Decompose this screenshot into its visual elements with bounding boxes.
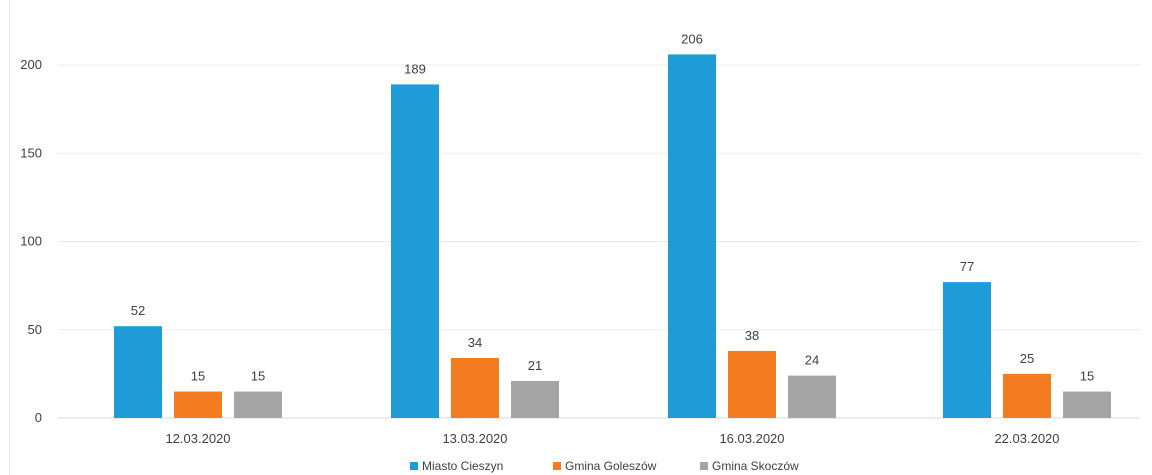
data-label: 25 xyxy=(1020,351,1034,366)
bar-miasto-cieszyn-0 xyxy=(114,326,162,418)
x-tick-label: 16.03.2020 xyxy=(719,431,784,446)
bars xyxy=(114,54,1111,418)
bar-miasto-cieszyn-1 xyxy=(391,84,439,418)
legend-label: Miasto Cieszyn xyxy=(422,459,503,473)
y-tick-label: 100 xyxy=(20,234,42,249)
legend: Miasto Cieszyn Gmina Goleszów Gmina Skoczó… xyxy=(410,459,799,473)
x-axis: 12.03.2020 13.03.2020 16.03.2020 22.03.2020 xyxy=(165,431,1059,446)
x-tick-label: 13.03.2020 xyxy=(442,431,507,446)
bar-gmina-skocz-w-0 xyxy=(234,391,282,418)
data-labels: 52 189 206 77 15 34 38 25 15 21 24 15 xyxy=(131,31,1094,383)
bar-gmina-skocz-w-3 xyxy=(1063,391,1111,418)
data-label: 52 xyxy=(131,303,145,318)
bar-gmina-golesz-w-2 xyxy=(728,350,776,418)
data-label: 77 xyxy=(960,259,974,274)
y-tick-label: 50 xyxy=(28,322,42,337)
bar-gmina-golesz-w-1 xyxy=(451,357,499,418)
bar-gmina-golesz-w-0 xyxy=(174,391,222,418)
data-label: 34 xyxy=(468,335,482,350)
bar-gmina-golesz-w-3 xyxy=(1003,373,1051,418)
y-tick-label: 200 xyxy=(20,57,42,72)
y-tick-label: 0 xyxy=(35,410,42,425)
legend-swatch xyxy=(553,462,561,470)
bar-miasto-cieszyn-3 xyxy=(943,282,991,418)
data-label: 38 xyxy=(745,328,759,343)
data-label: 206 xyxy=(681,31,703,46)
legend-label: Gmina Skoczów xyxy=(712,459,799,473)
data-label: 15 xyxy=(1080,369,1094,384)
data-label: 15 xyxy=(191,369,205,384)
bar-miasto-cieszyn-2 xyxy=(668,54,716,418)
data-label: 24 xyxy=(805,353,819,368)
x-tick-label: 22.03.2020 xyxy=(994,431,1059,446)
legend-swatch xyxy=(410,462,418,470)
data-label: 189 xyxy=(404,61,426,76)
legend-label: Gmina Goleszów xyxy=(565,459,657,473)
bar-gmina-skocz-w-1 xyxy=(511,380,559,418)
legend-swatch xyxy=(700,462,708,470)
y-axis: 0 50 100 150 200 xyxy=(9,0,42,475)
bar-gmina-skocz-w-2 xyxy=(788,375,836,418)
x-tick-label: 12.03.2020 xyxy=(165,431,230,446)
data-label: 15 xyxy=(251,369,265,384)
y-tick-label: 150 xyxy=(20,145,42,160)
data-label: 21 xyxy=(528,358,542,373)
